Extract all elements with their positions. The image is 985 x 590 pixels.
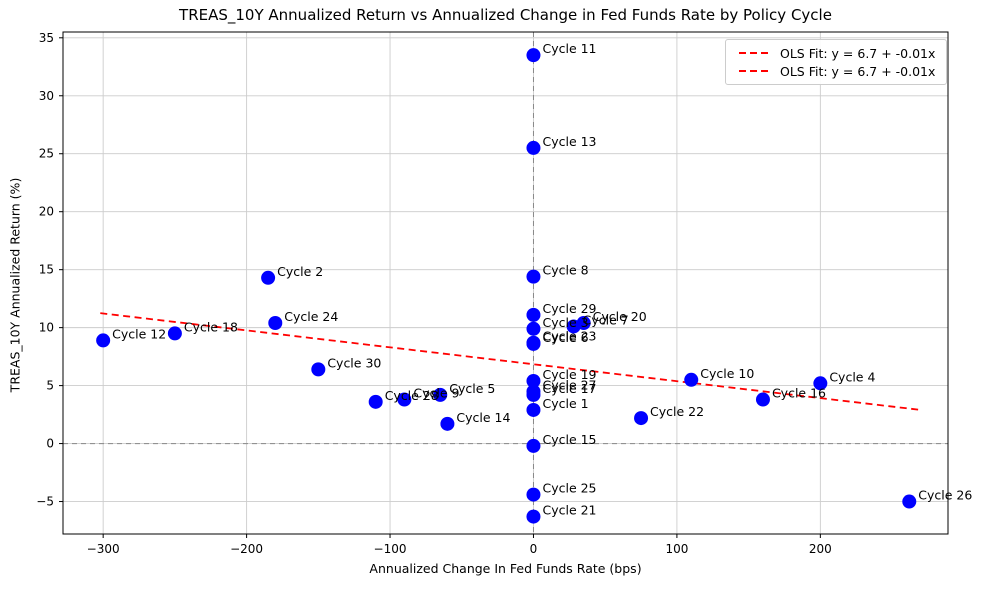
point-label: Cycle 14 (456, 410, 510, 425)
data-point (526, 335, 541, 350)
data-point (440, 416, 455, 431)
point-label: Cycle 1 (542, 396, 588, 411)
point-label: Cycle 5 (449, 381, 495, 396)
data-point (397, 392, 412, 407)
point-label: Cycle 6 (542, 330, 588, 345)
point-label: Cycle 26 (918, 488, 972, 503)
y-tick-label: 30 (39, 89, 54, 103)
point-label: Cycle 19 (542, 367, 596, 382)
point-label: Cycle 18 (184, 319, 238, 334)
point-label: Cycle 17 (542, 381, 596, 396)
legend-label: OLS Fit: y = 6.7 + -0.01x (780, 45, 936, 61)
y-tick-label: 10 (39, 321, 54, 335)
y-tick-label: 5 (46, 379, 54, 393)
data-point (526, 402, 541, 417)
y-tick-label: 20 (39, 205, 54, 219)
point-label: Cycle 12 (112, 326, 166, 341)
point-label: Cycle 11 (542, 41, 596, 56)
data-point (268, 315, 283, 330)
data-point (433, 387, 448, 402)
data-point (576, 315, 591, 330)
point-label: Cycle 15 (542, 432, 596, 447)
data-point (526, 307, 541, 322)
point-label: Cycle 21 (542, 503, 596, 518)
data-point (261, 270, 276, 285)
point-label: Cycle 3 (542, 315, 588, 330)
data-point (526, 384, 541, 399)
legend-item: OLS Fit: y = 6.7 + -0.01x (726, 64, 946, 79)
point-label: Cycle 29 (542, 301, 596, 316)
x-tick-label: −300 (87, 542, 120, 556)
y-tick-label: 35 (39, 31, 54, 45)
y-tick-label: −5 (36, 495, 54, 509)
data-point (526, 373, 541, 388)
point-label: Cycle 27 (542, 377, 596, 392)
point-label: Cycle 25 (542, 481, 596, 496)
x-tick-label: 0 (530, 542, 538, 556)
x-axis-label: Annualized Change In Fed Funds Rate (bps… (369, 561, 642, 576)
point-label: Cycle 2 (277, 264, 323, 279)
point-label: Cycle 22 (650, 404, 704, 419)
x-tick-label: 200 (809, 542, 832, 556)
point-label: Cycle 23 (542, 329, 596, 344)
y-tick-label: 15 (39, 263, 54, 277)
y-axis-label: TREAS_10Y Annualized Return (%) (7, 177, 23, 393)
data-point (526, 140, 541, 155)
data-point (96, 333, 111, 348)
data-point (526, 321, 541, 336)
data-point (526, 438, 541, 453)
ols-dash-sample-icon (739, 70, 771, 72)
data-point (526, 487, 541, 502)
data-point (902, 494, 917, 509)
data-point (311, 362, 326, 377)
point-label: Cycle 10 (700, 366, 754, 381)
data-point (813, 376, 828, 391)
legend-item: OLS Fit: y = 6.7 + -0.01x (726, 46, 946, 61)
data-point (526, 509, 541, 524)
point-label: Cycle 16 (772, 386, 826, 401)
data-point (526, 48, 541, 63)
x-tick-label: −100 (374, 542, 407, 556)
point-label: Cycle 13 (542, 134, 596, 149)
legend-label: OLS Fit: y = 6.7 + -0.01x (780, 63, 936, 79)
data-point (368, 394, 383, 409)
plot-border (62, 31, 949, 535)
legend: OLS Fit: y = 6.7 + -0.01x OLS Fit: y = 6… (725, 39, 947, 85)
x-tick-label: −200 (230, 542, 263, 556)
data-point (755, 392, 770, 407)
chart-title: TREAS_10Y Annualized Return vs Annualize… (179, 6, 832, 24)
data-point (634, 411, 649, 426)
y-tick-label: 0 (46, 437, 54, 451)
point-label: Cycle 8 (542, 263, 588, 278)
data-point (684, 372, 699, 387)
point-label: Cycle 7 (583, 312, 629, 327)
ols-dash-sample-icon (739, 52, 771, 54)
point-label: Cycle 20 (593, 309, 647, 324)
data-point (167, 326, 182, 341)
point-label: Cycle 24 (284, 309, 338, 324)
y-tick-label: 25 (39, 147, 54, 161)
data-point (526, 269, 541, 284)
point-label: Cycle 4 (829, 369, 875, 384)
point-label: Cycle 9 (413, 386, 459, 401)
point-label: Cycle 30 (327, 355, 381, 370)
x-tick-label: 100 (665, 542, 688, 556)
point-label: Cycle 28 (385, 388, 439, 403)
